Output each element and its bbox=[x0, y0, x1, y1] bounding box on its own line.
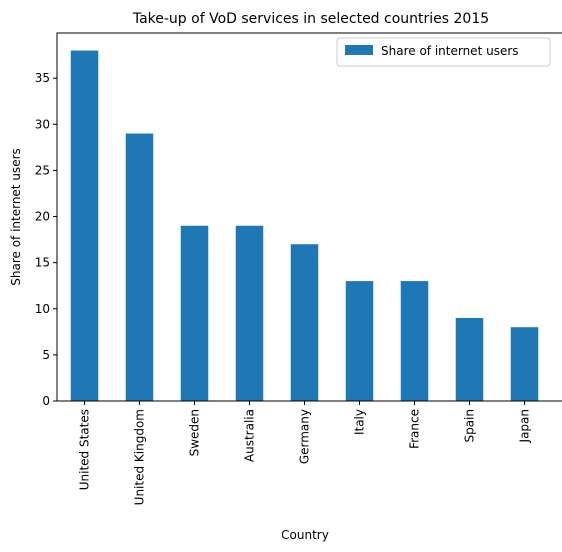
bar-united-kingdom bbox=[125, 133, 154, 402]
bar-australia bbox=[235, 225, 264, 401]
legend-label: Share of internet users bbox=[381, 44, 519, 58]
y-tick-label: 20 bbox=[35, 210, 50, 224]
legend-box bbox=[336, 37, 551, 67]
y-axis-title: Share of internet users bbox=[9, 148, 23, 286]
y-tick-label: 35 bbox=[35, 71, 50, 85]
legend: Share of internet users bbox=[336, 37, 551, 67]
x-tick-label: Sweden bbox=[188, 409, 202, 456]
x-axis-title: Country bbox=[281, 528, 329, 542]
x-axis: United States United Kingdom Sweden Austral… bbox=[78, 401, 532, 505]
x-tick-label: Spain bbox=[463, 409, 477, 443]
y-tick-label: 0 bbox=[42, 394, 50, 408]
y-tick-label: 30 bbox=[35, 117, 50, 131]
bar-spain bbox=[455, 317, 484, 401]
bar-united-states bbox=[70, 50, 99, 402]
x-tick-label: France bbox=[408, 409, 422, 449]
y-tick-label: 10 bbox=[35, 302, 50, 316]
y-axis: 0 5 10 15 20 25 30 35 bbox=[35, 71, 57, 408]
bar-france bbox=[400, 281, 429, 401]
bar-sweden bbox=[180, 225, 209, 401]
x-tick-label: Germany bbox=[298, 409, 312, 464]
x-tick-label: United Kingdom bbox=[133, 409, 147, 505]
y-tick-label: 15 bbox=[35, 256, 50, 270]
x-tick-label: Japan bbox=[518, 409, 532, 443]
x-tick-label: Australia bbox=[243, 409, 257, 462]
bars-group bbox=[70, 50, 539, 402]
y-tick-label: 25 bbox=[35, 163, 50, 177]
legend-swatch bbox=[345, 45, 373, 55]
x-tick-label: Italy bbox=[353, 409, 367, 435]
y-tick-label: 5 bbox=[42, 348, 50, 362]
bar-japan bbox=[510, 327, 539, 401]
bar-germany bbox=[290, 244, 319, 401]
plot-frame bbox=[56, 32, 562, 402]
bar-italy bbox=[345, 281, 374, 401]
x-tick-label: United States bbox=[78, 409, 92, 490]
chart-title: Take-up of VoD services in selected coun… bbox=[132, 11, 489, 27]
